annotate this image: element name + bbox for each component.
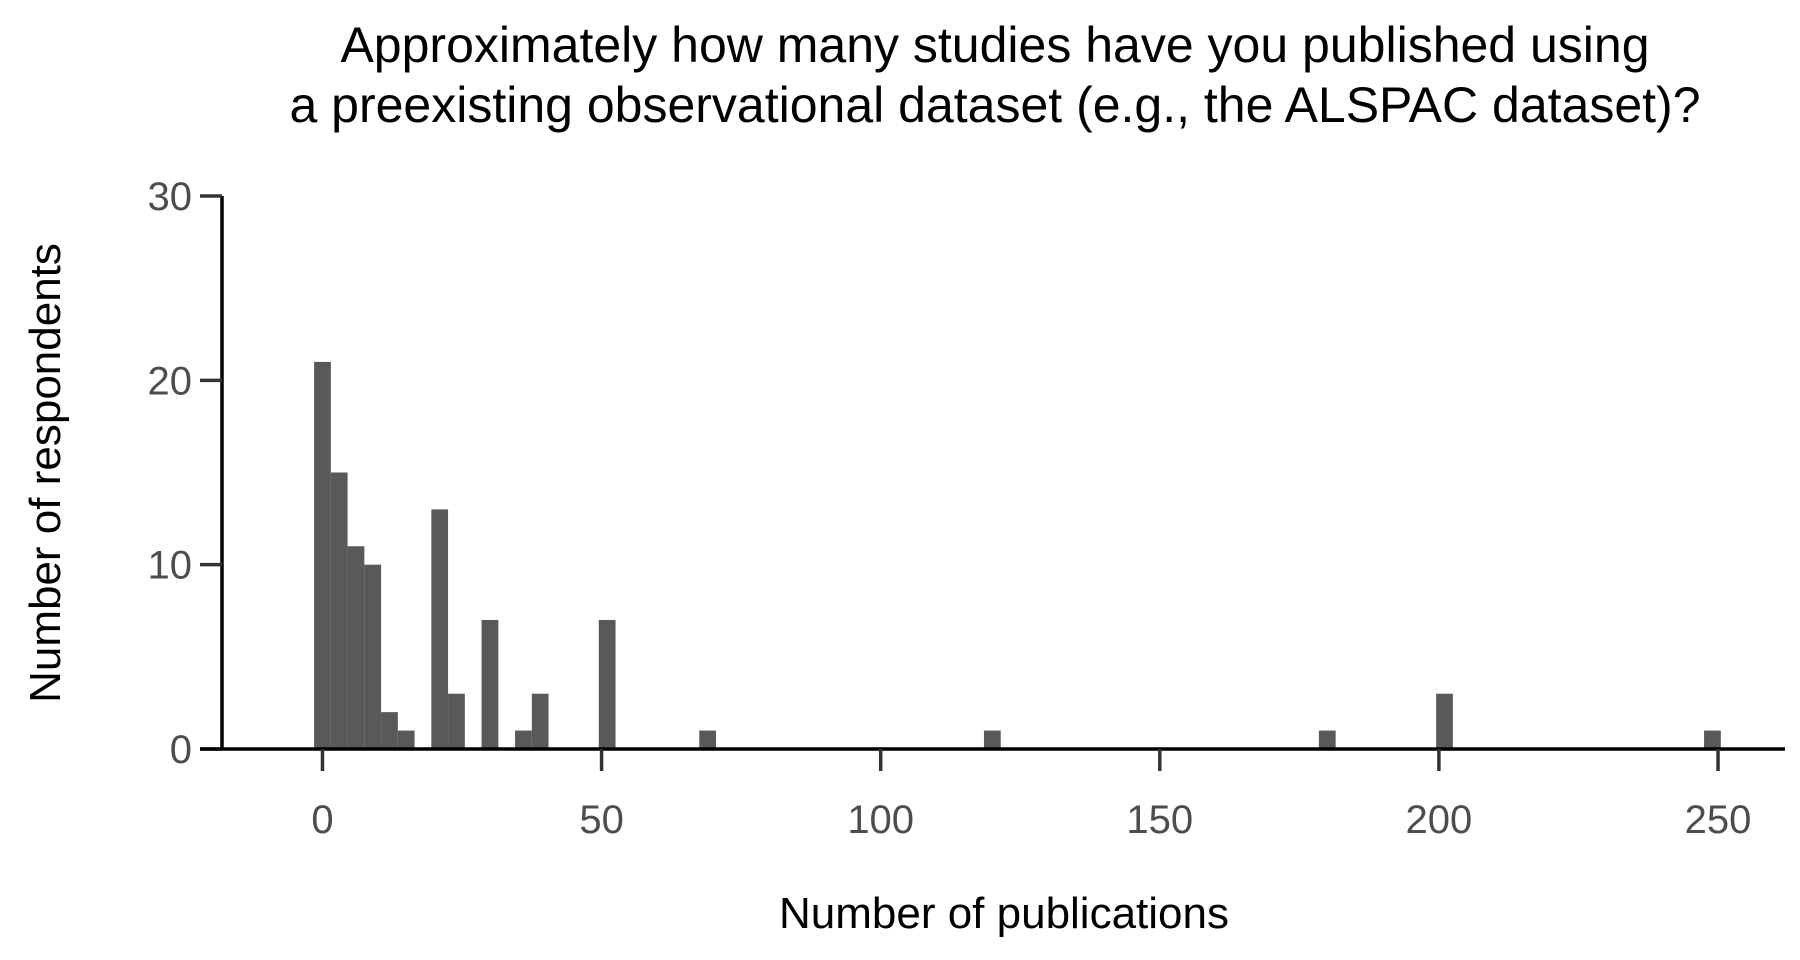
y-tick-label-30: 30	[148, 175, 193, 219]
histogram-bar-8	[481, 619, 499, 749]
x-tick-label-0: 0	[311, 798, 333, 842]
y-axis: 0 10 20 30	[148, 175, 224, 772]
x-tick-label-50: 50	[579, 798, 624, 842]
chart-title-line-2: a preexisting observational dataset (e.g…	[289, 77, 1700, 133]
y-tick-label-10: 10	[148, 544, 193, 588]
histogram-bar-2	[347, 546, 365, 749]
histogram-bar-15	[1436, 693, 1453, 749]
y-tick-label-0: 0	[170, 728, 192, 772]
x-axis-title: Number of publications	[779, 889, 1229, 938]
histogram-bar-1	[330, 472, 348, 749]
x-tick-label-200: 200	[1406, 798, 1473, 842]
histogram-bar-4	[381, 712, 398, 749]
histogram-bars	[314, 361, 1721, 749]
histogram-bar-10	[531, 693, 549, 749]
histogram-bar-12	[699, 730, 717, 749]
x-tick-label-250: 250	[1685, 798, 1752, 842]
histogram-bar-0	[314, 361, 331, 749]
y-axis-title: Number of respondents	[21, 243, 70, 703]
chart-title: Approximately how many studies have you …	[289, 17, 1700, 133]
histogram-bar-11	[598, 619, 616, 749]
y-tick-label-20: 20	[148, 359, 193, 403]
histogram-bar-7	[448, 693, 465, 749]
x-tick-label-100: 100	[847, 798, 914, 842]
x-axis: 0 50 100 150 200 250	[200, 747, 1785, 842]
histogram-bar-6	[431, 509, 449, 749]
chart-title-line-1: Approximately how many studies have you …	[340, 17, 1649, 73]
histogram-bar-9	[515, 730, 532, 749]
histogram-bar-5	[397, 730, 415, 749]
histogram-bar-14	[1318, 730, 1336, 749]
x-tick-label-150: 150	[1126, 798, 1193, 842]
histogram-bar-3	[364, 564, 382, 749]
histogram-bar-16	[1704, 730, 1721, 749]
histogram-bar-13	[983, 730, 1001, 749]
